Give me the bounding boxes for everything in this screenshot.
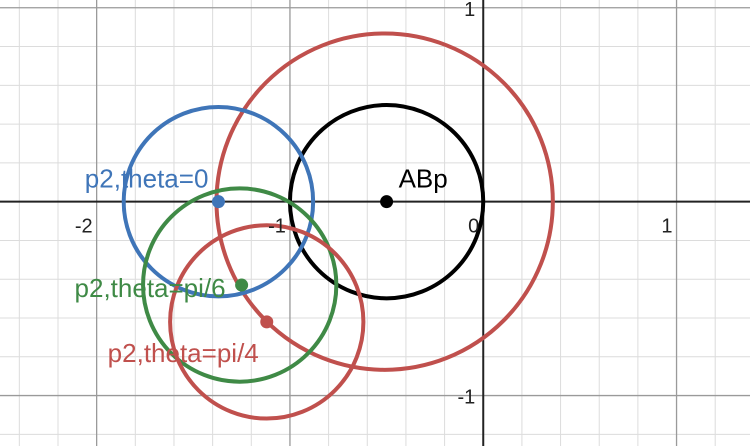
y-tick-label: 1 [464, 0, 475, 21]
tick-labels: -2 -1 0 1 1 -1 [75, 0, 673, 409]
points [211, 195, 394, 329]
y-tick-label: -1 [457, 387, 475, 409]
circles [121, 31, 555, 421]
circle [121, 104, 316, 299]
point [260, 315, 274, 329]
point [380, 195, 394, 209]
circle [168, 223, 366, 421]
point-label: p2,theta=pi/4 [108, 338, 259, 368]
circle [141, 186, 339, 384]
point-label: ABp [399, 164, 448, 194]
point [211, 195, 225, 209]
x-tick-label: 0 [468, 216, 479, 238]
point-labels: ABp p2,theta=0 p2,theta=pi/6 p2,theta=pi/4 [75, 164, 448, 368]
x-tick-label: 1 [661, 216, 672, 238]
x-tick-label: -2 [75, 216, 93, 238]
x-tick-label: -1 [268, 216, 286, 238]
point-label: p2,theta=pi/6 [75, 273, 226, 303]
point [235, 278, 249, 292]
point-label: p2,theta=0 [85, 164, 209, 194]
